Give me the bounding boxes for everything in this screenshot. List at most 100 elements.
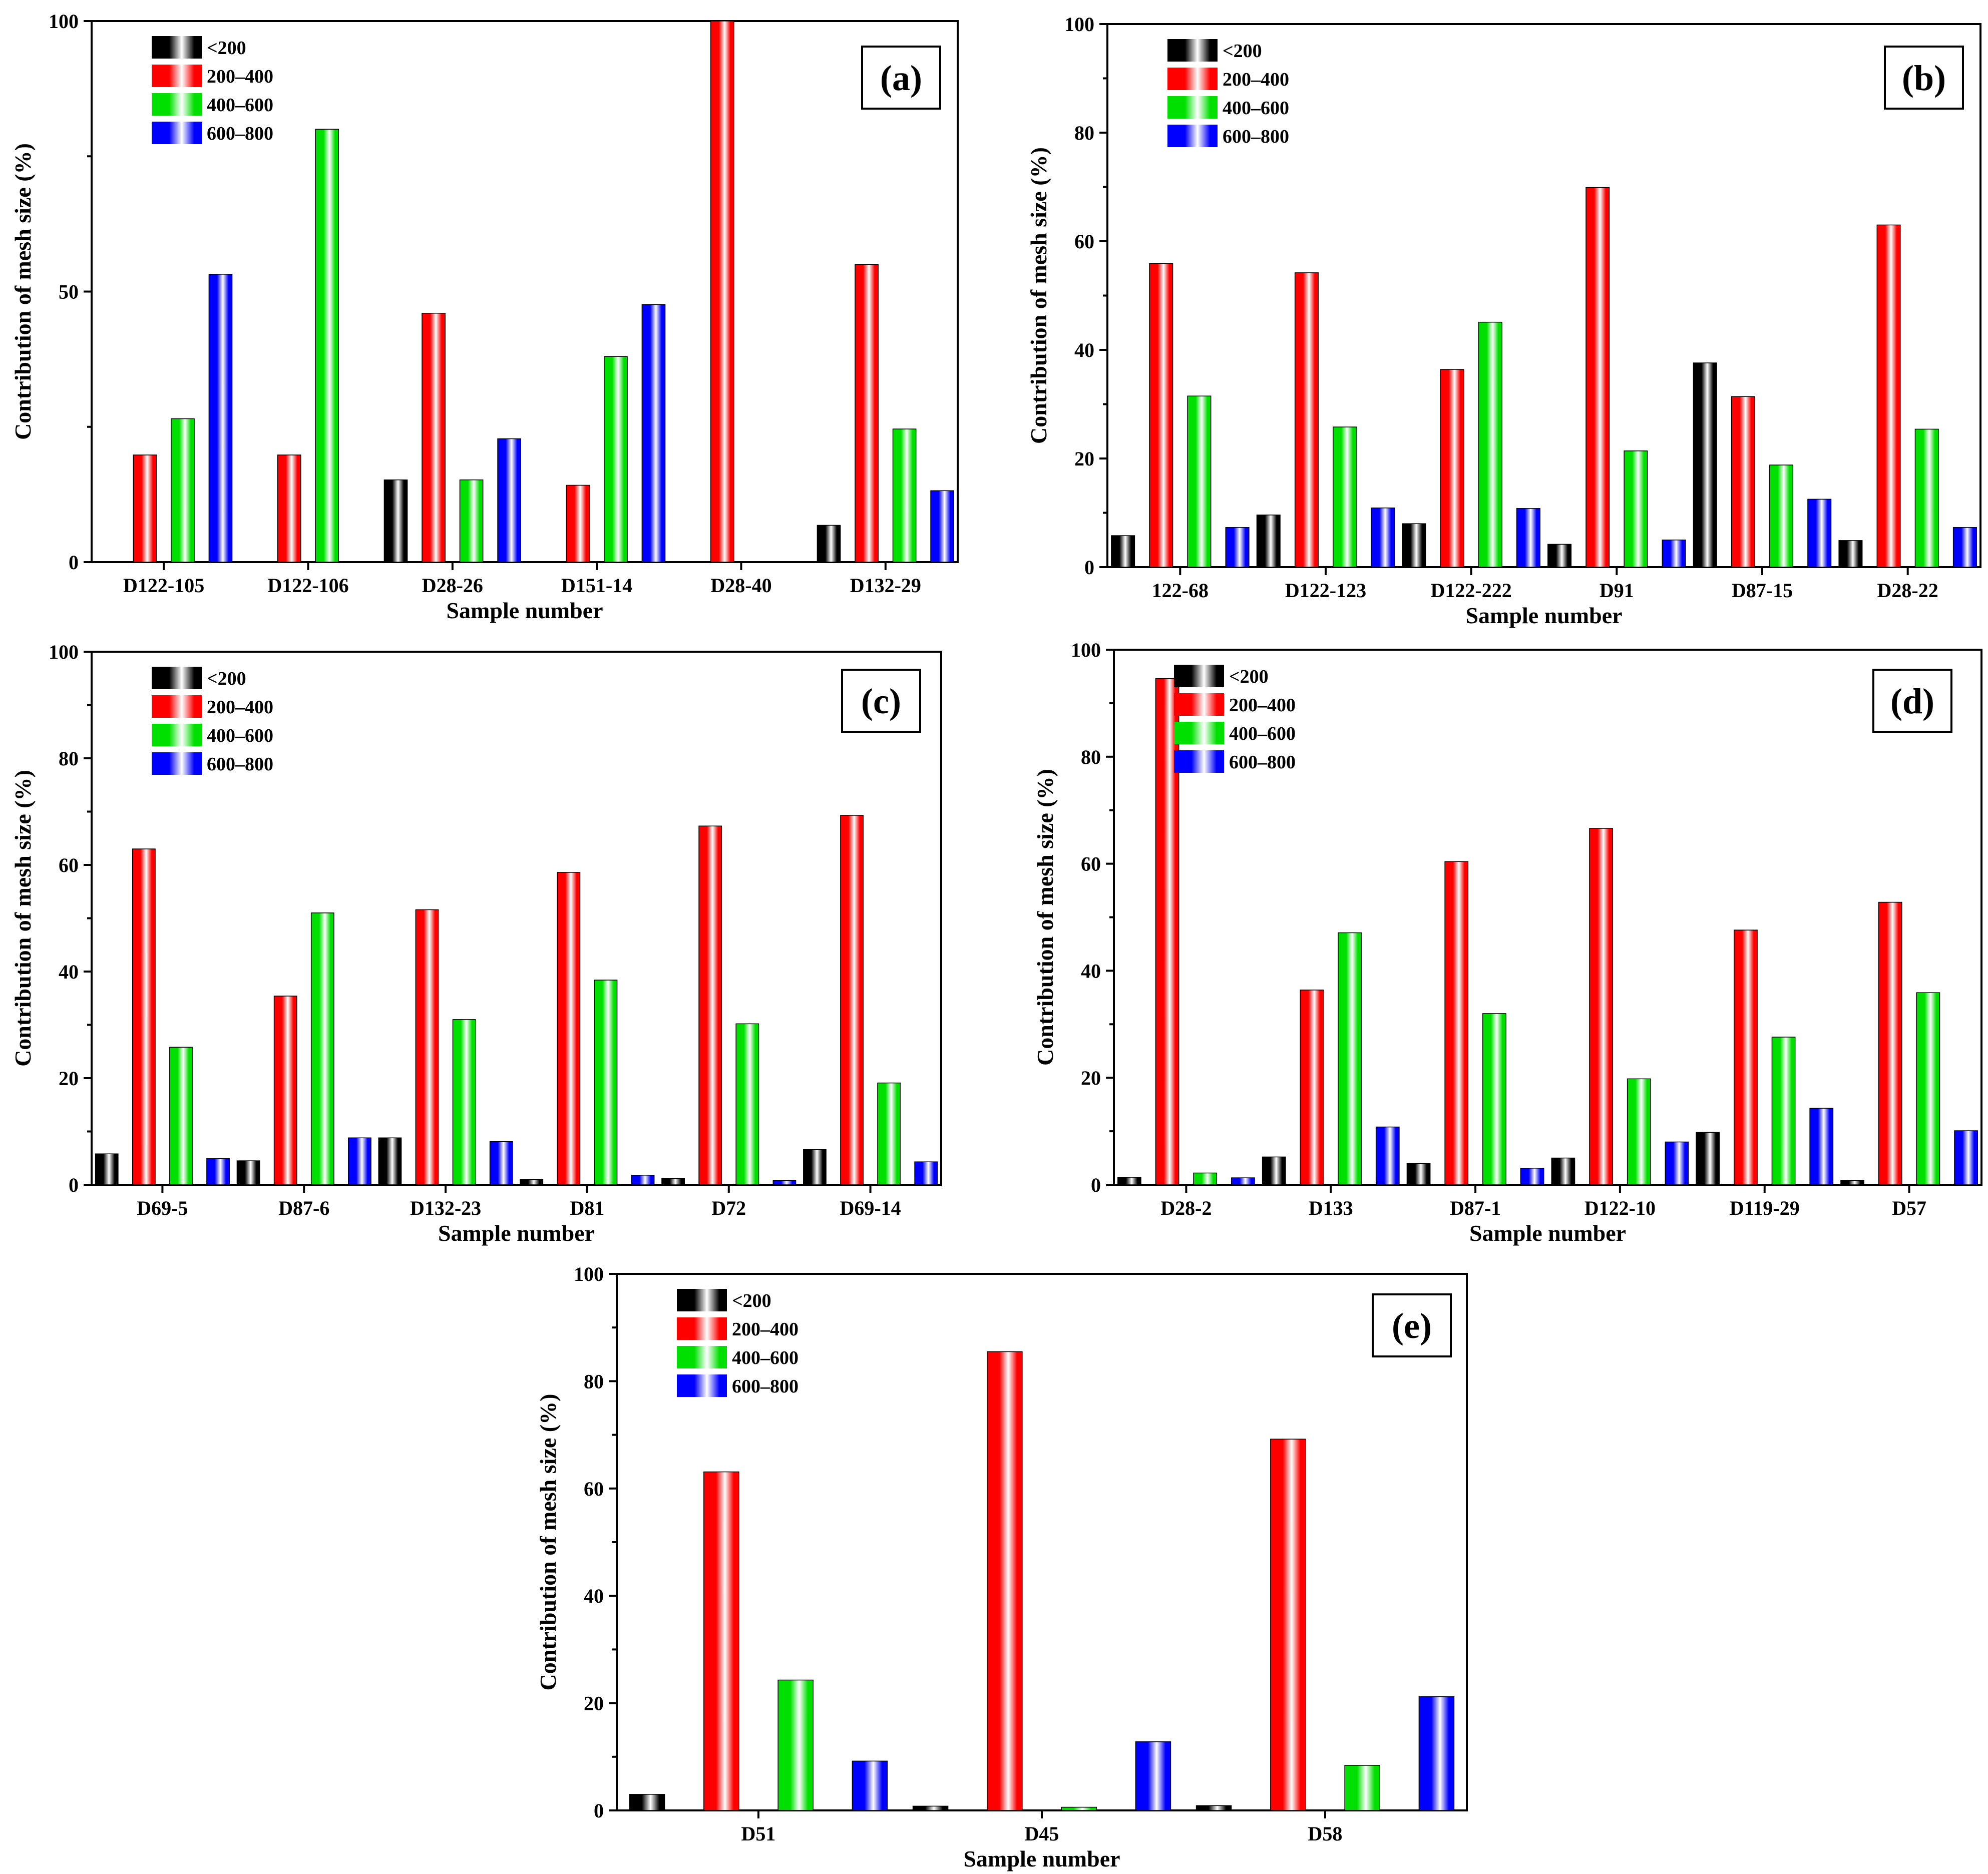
bar	[1196, 1805, 1232, 1811]
bar	[1294, 272, 1319, 568]
y-tick-label: 20	[584, 1692, 604, 1715]
y-axis-title: Contribution of mesh size (%)	[1032, 769, 1058, 1066]
bar	[1809, 1108, 1834, 1185]
y-tick-label: 100	[1071, 639, 1101, 661]
panel-label-box	[1372, 1293, 1452, 1357]
x-tick-label: D87-6	[278, 1197, 329, 1219]
bar	[1270, 1439, 1306, 1811]
legend-label: 600–800	[207, 123, 273, 144]
x-tick-label: D28-40	[710, 574, 771, 597]
bar	[594, 980, 618, 1185]
bar	[1665, 1141, 1689, 1185]
y-tick-label: 60	[584, 1478, 604, 1500]
legend-swatch	[152, 93, 202, 116]
bar	[661, 1178, 685, 1185]
legend-label: 600–800	[1223, 126, 1289, 147]
x-tick-label: D132-23	[410, 1197, 481, 1219]
bar	[1520, 1168, 1544, 1185]
bar	[817, 525, 841, 563]
bar	[1807, 499, 1832, 568]
bar	[1300, 990, 1324, 1185]
bar	[703, 1471, 739, 1811]
y-tick-label: 20	[1074, 447, 1094, 470]
legend-label: <200	[1229, 666, 1269, 687]
x-axis-title: Sample number	[1465, 603, 1622, 628]
x-tick-label: D122-222	[1431, 579, 1512, 602]
legend-swatch	[677, 1317, 727, 1340]
legend-label: 200–400	[1223, 69, 1289, 90]
y-tick-label: 50	[59, 281, 79, 303]
y-tick-label: 100	[1064, 13, 1094, 36]
bar	[273, 996, 297, 1185]
x-tick-label: D122-106	[267, 574, 348, 597]
bar	[1375, 1126, 1400, 1185]
y-tick-label: 40	[1081, 960, 1101, 982]
legend-label: <200	[207, 668, 246, 689]
legend-label: 200–400	[207, 697, 273, 718]
x-tick-label: D58	[1308, 1822, 1343, 1845]
bar	[641, 304, 666, 563]
bar	[772, 1180, 797, 1185]
bar	[1696, 1132, 1720, 1185]
panel-label: (d)	[1890, 681, 1934, 721]
bar	[169, 1047, 193, 1185]
bar	[912, 1805, 949, 1811]
bar	[315, 129, 339, 563]
legend-label: 600–800	[732, 1376, 799, 1397]
bar	[1225, 527, 1250, 568]
legend-swatch	[152, 65, 202, 87]
bar	[566, 485, 590, 563]
legend-swatch	[677, 1289, 727, 1311]
bar	[133, 454, 157, 563]
y-tick-label: 20	[1081, 1067, 1101, 1089]
bar	[132, 848, 156, 1185]
bar	[1262, 1156, 1286, 1185]
y-tick-label: 80	[1081, 746, 1101, 768]
x-tick-label: D72	[711, 1197, 746, 1219]
bar	[1344, 1765, 1380, 1811]
bar	[1402, 523, 1426, 568]
bar	[459, 479, 484, 563]
y-tick-label: 0	[594, 1799, 604, 1822]
y-tick-label: 40	[59, 961, 79, 983]
bar	[710, 21, 734, 563]
bar	[892, 428, 917, 563]
chart-panel-0: 0 50 100 D122-105 D122-106 D28-26 D151-14 D28-4…	[10, 10, 959, 623]
bar	[208, 274, 233, 563]
bar	[1111, 535, 1135, 568]
y-tick-label: 60	[1081, 853, 1101, 875]
bar	[855, 264, 879, 563]
x-tick-label: D57	[1892, 1197, 1926, 1219]
bar	[631, 1175, 655, 1185]
bar	[415, 909, 439, 1185]
bar	[1585, 187, 1610, 568]
legend-label: 400–600	[1229, 723, 1296, 744]
bar	[1149, 263, 1173, 568]
bar	[1333, 426, 1357, 568]
panel-label-box	[841, 669, 921, 733]
bar	[1193, 1172, 1218, 1185]
x-tick-label: 122-68	[1152, 579, 1209, 602]
bar	[1256, 515, 1281, 568]
legend-swatch	[1174, 665, 1224, 687]
bar	[1061, 1806, 1097, 1811]
bar	[520, 1179, 544, 1185]
panel-label-box	[1884, 46, 1964, 110]
bar	[1338, 932, 1362, 1185]
x-axis-title: Sample number	[963, 1846, 1120, 1871]
bar	[1731, 396, 1755, 568]
x-tick-label: D119-29	[1730, 1197, 1800, 1219]
bar	[1914, 428, 1939, 568]
y-axis-title: Contribution of mesh size (%)	[535, 1394, 561, 1691]
y-tick-label: 0	[1091, 1174, 1101, 1196]
bar	[1478, 321, 1502, 568]
bar	[1418, 1696, 1455, 1811]
bar	[1135, 1741, 1171, 1811]
x-tick-label: D87-1	[1450, 1197, 1501, 1219]
x-tick-label: D81	[570, 1197, 604, 1219]
bar	[1769, 464, 1794, 568]
bar	[1589, 828, 1613, 1185]
legend-swatch	[152, 36, 202, 59]
bar	[497, 438, 521, 563]
bar	[1734, 929, 1758, 1185]
